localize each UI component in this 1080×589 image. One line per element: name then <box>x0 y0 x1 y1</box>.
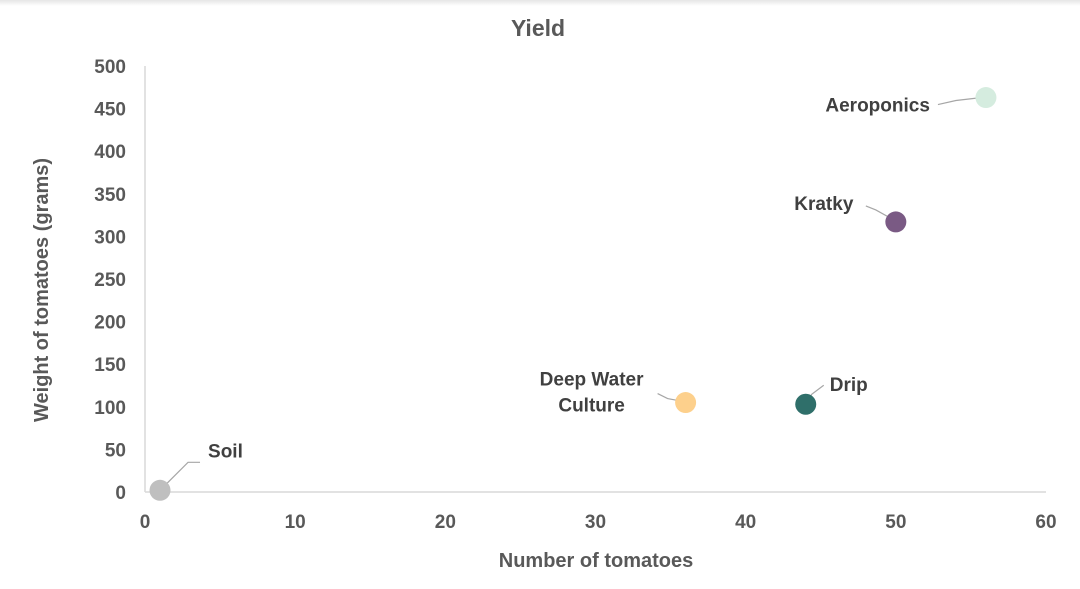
x-axis-label: Number of tomatoes <box>499 550 693 572</box>
y-tick-label: 200 <box>94 313 126 334</box>
point-labels: Soil Deep Water Culture Drip Kratky Aeroponic… <box>208 96 930 463</box>
x-tick-label: 40 <box>735 512 756 533</box>
y-tick-label: 250 <box>94 270 126 291</box>
chart-title: Yield <box>511 15 565 41</box>
y-tick-label: 350 <box>94 185 126 206</box>
y-axis-label: Weight of tomatoes (grams) <box>31 158 53 422</box>
x-tick-label: 30 <box>585 512 606 533</box>
leader-line-aeroponics <box>937 96 983 106</box>
y-tick-label: 50 <box>105 440 126 461</box>
x-tick-label: 60 <box>1035 512 1056 533</box>
y-tick-label: 300 <box>94 227 126 248</box>
y-tick-label: 400 <box>94 142 126 163</box>
point-label-line: Culture <box>558 396 625 417</box>
y-tick-labels: 0 50 100 150 200 250 300 350 400 450 500 <box>94 57 126 504</box>
label-leader-lines <box>163 96 983 487</box>
window-top-edge <box>0 0 1080 6</box>
point-kratky <box>885 211 907 233</box>
point-label-soil: Soil <box>208 441 243 462</box>
point-drip <box>795 393 817 415</box>
y-tick-label: 150 <box>94 355 126 376</box>
x-tick-label: 10 <box>285 512 306 533</box>
data-points <box>149 87 997 501</box>
x-tick-labels: 0 10 20 30 40 50 60 <box>140 512 1057 533</box>
y-tick-label: 0 <box>115 483 126 504</box>
point-label-line: Deep Water <box>540 370 644 391</box>
point-label-kratky: Kratky <box>794 194 854 215</box>
point-deep-water-culture <box>675 392 697 414</box>
point-label-aeroponics: Aeroponics <box>825 96 930 117</box>
leader-line-soil <box>163 461 201 487</box>
x-tick-label: 50 <box>885 512 906 533</box>
x-tick-label: 0 <box>140 512 151 533</box>
point-label-drip: Drip <box>830 375 868 396</box>
y-tick-label: 100 <box>94 398 126 419</box>
point-label-deep-water-culture: Deep Water Culture <box>540 370 644 417</box>
y-tick-label: 450 <box>94 100 126 121</box>
x-tick-label: 20 <box>435 512 456 533</box>
y-tick-label: 500 <box>94 57 126 78</box>
point-soil <box>149 479 171 501</box>
point-aeroponics <box>975 87 997 109</box>
